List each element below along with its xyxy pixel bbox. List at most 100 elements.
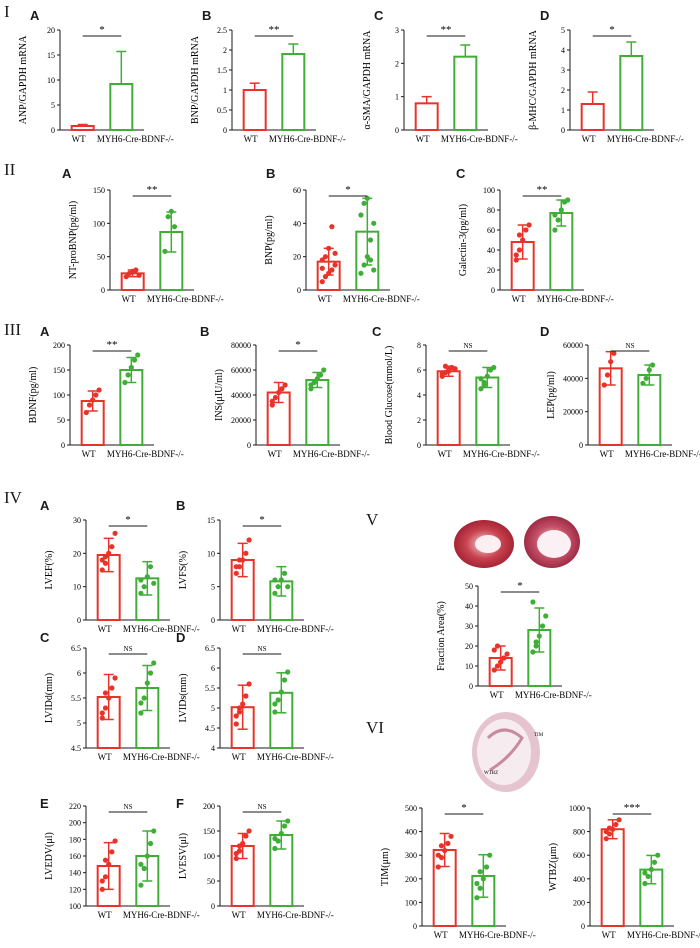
- chart-vi-wtbz: 0 200 400 600 800 1000 WTBZ(μm) WT MYH6-Cre-BDNF…: [548, 802, 700, 940]
- data-point: [655, 852, 661, 858]
- data-point: [138, 882, 144, 888]
- y-tick-label: 20: [47, 26, 55, 35]
- data-point: [478, 376, 484, 382]
- significance-marker: *: [517, 580, 523, 592]
- data-point: [112, 838, 118, 844]
- y-tick-label: 4.5: [205, 724, 215, 733]
- data-point: [135, 352, 141, 358]
- chart-iv-e: 100 120 140 160 180 200 220 LVEDV(μl) WT MYH6-Cre…: [44, 802, 200, 920]
- data-point: [603, 836, 609, 842]
- y-axis-label: LEP(pg/ml): [546, 371, 557, 419]
- y-tick-label: 10: [465, 662, 473, 671]
- data-point: [487, 852, 493, 858]
- chart-iv-b: 0 5 10 15 LVFS(%) WT MYH6-Cre-BDNF-/- *: [178, 514, 334, 634]
- y-tick-label: 600: [573, 851, 585, 860]
- y-tick-label: 30: [73, 516, 81, 525]
- data-point: [138, 710, 144, 716]
- category-label: MYH6-Cre-BDNF-/-: [627, 930, 700, 940]
- y-tick-label: 5: [211, 704, 215, 713]
- data-point: [491, 667, 497, 673]
- data-point: [533, 643, 539, 649]
- data-point: [109, 544, 115, 550]
- y-tick-label: 100: [203, 852, 215, 861]
- significance-marker: NS: [258, 645, 267, 653]
- data-point: [93, 392, 99, 398]
- y-tick-label: 6.5: [71, 644, 81, 653]
- section-label-vi: VI: [366, 718, 384, 737]
- y-tick-label: 100: [93, 219, 105, 228]
- data-point: [608, 359, 614, 365]
- y-tick-label: 50: [97, 253, 105, 262]
- data-point: [513, 257, 519, 263]
- chart-vi-tim: 0 100 200 300 400 500 TIM(μm) WT MYH6-Cre-BDNF-/…: [380, 802, 536, 940]
- data-point: [491, 364, 497, 371]
- data-point: [435, 864, 441, 870]
- heart-section-image-wt-ko: [454, 516, 580, 568]
- category-label: WT: [122, 294, 136, 304]
- data-point: [90, 397, 96, 403]
- data-point: [319, 279, 325, 285]
- data-point: [272, 577, 278, 583]
- category-label: WT: [232, 752, 246, 762]
- y-tick-label: 0: [417, 441, 421, 450]
- data-point: [236, 843, 243, 849]
- y-axis-label: LVIDs(mm): [178, 673, 189, 722]
- data-point: [96, 387, 102, 393]
- y-tick-label: 40: [465, 602, 473, 611]
- data-point: [364, 195, 370, 201]
- data-point: [448, 833, 454, 839]
- data-point: [86, 402, 93, 408]
- category-label: MYH6-Cre-BDNF-/-: [123, 910, 200, 920]
- data-point: [102, 874, 109, 880]
- y-tick-label: 120: [69, 885, 81, 894]
- data-point: [523, 227, 529, 233]
- data-point: [319, 257, 325, 263]
- significance-marker: *: [259, 514, 265, 526]
- y-axis-label: α-SMA/GAPDH mRNA: [362, 30, 373, 130]
- data-point: [278, 830, 284, 837]
- bar-wt: [414, 102, 439, 132]
- y-tick-label: 40: [293, 219, 301, 228]
- data-point: [494, 663, 501, 669]
- y-tick-label: 2: [223, 46, 227, 55]
- y-tick-label: 0: [395, 126, 399, 135]
- y-tick-label: 100: [69, 902, 81, 911]
- data-point: [474, 895, 480, 901]
- category-label: WT: [318, 294, 332, 304]
- y-tick-label: 1: [223, 86, 227, 95]
- data-point: [371, 220, 377, 226]
- bar-ko: [281, 53, 306, 131]
- significance-marker: NS: [124, 803, 133, 811]
- data-point: [102, 705, 109, 711]
- data-point: [233, 850, 239, 857]
- data-point: [649, 362, 656, 368]
- data-point: [236, 709, 243, 715]
- data-point: [281, 570, 288, 576]
- chart-iii-b: 0 20000 40000 60000 80000 INS(μIU/ml) WT MYH6-C…: [214, 339, 370, 459]
- data-point: [494, 643, 501, 649]
- panel-letter-iv-a: A: [40, 498, 50, 513]
- y-tick-label: 80000: [231, 341, 251, 350]
- data-point: [272, 590, 278, 596]
- chart-iv-f: 0 50 100 150 200 LVESV(μl) WT MYH6-Cre-BDNF-/- N…: [178, 802, 334, 920]
- category-label: WT: [490, 690, 504, 700]
- heart-lumen-wt: [475, 535, 501, 553]
- data-point: [233, 713, 239, 719]
- category-label: WT: [416, 134, 430, 144]
- y-tick-label: 220: [69, 802, 81, 811]
- data-point: [329, 224, 335, 230]
- y-tick-label: 0.5: [217, 106, 227, 115]
- y-tick-label: 180: [69, 835, 81, 844]
- chart-i-c: 0 1 2 3 α-SMA/GAPDH mRNA WT MYH6-Cre-BDNF-/- **: [362, 24, 518, 144]
- panel-letter-i-b: B: [202, 8, 212, 23]
- data-point: [332, 250, 338, 256]
- significance-marker: NS: [124, 645, 133, 653]
- panel-letter-iv-d: D: [176, 630, 186, 645]
- y-axis-label: NT-proBNP(pg/ml): [68, 201, 79, 280]
- y-axis-label: LVEDV(μl): [44, 832, 55, 880]
- y-tick-label: 60: [487, 226, 495, 235]
- y-tick-label: 100: [483, 186, 495, 195]
- section-label-ii: II: [4, 160, 16, 179]
- y-tick-label: 200: [573, 898, 585, 907]
- significance-marker: ***: [624, 802, 641, 814]
